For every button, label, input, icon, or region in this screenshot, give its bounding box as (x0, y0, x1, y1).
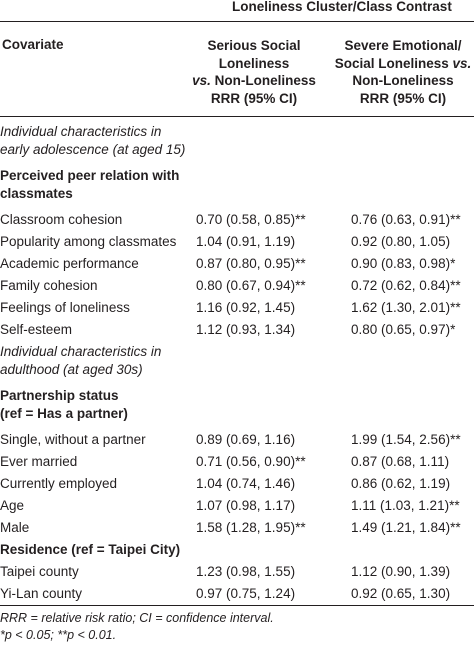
col1-line2: Loneliness (218, 55, 290, 71)
row-label: Currently employed (0, 476, 118, 491)
cell-serious-social: 1.04 (0.91, 1.19) (196, 234, 296, 249)
cell-severe-emotional: 1.12 (0.90, 1.39) (351, 564, 451, 579)
cell-severe-emotional: 1.49 (1.21, 1.84)** (351, 520, 461, 535)
cell-serious-social: 1.23 (0.98, 1.55) (196, 564, 296, 579)
section-heading: (ref = Has a partner) (0, 406, 128, 421)
col1-line4: RRR (95% CI) (210, 90, 298, 106)
cell-severe-emotional: 0.87 (0.68, 1.11) (351, 454, 450, 469)
cell-serious-social: 1.58 (1.28, 1.95)** (196, 520, 306, 535)
cell-severe-emotional: 1.99 (1.54, 2.56)** (351, 432, 461, 447)
col2-vs: vs. (452, 55, 472, 71)
row-label: Feelings of loneliness (0, 300, 130, 315)
col2-line3: Non-Loneliness (352, 73, 454, 88)
column-header-severe-emotional: Severe Emotional/ Social Loneliness vs. … (332, 37, 474, 107)
row-label: Taipei county (0, 564, 79, 579)
header-rule-top (0, 21, 474, 22)
header-rule-bottom (0, 116, 474, 117)
cell-severe-emotional: 0.92 (0.80, 1.05) (351, 234, 451, 249)
cell-severe-emotional: 1.62 (1.30, 2.01)** (351, 300, 461, 315)
cell-serious-social: 1.16 (0.92, 1.45) (196, 300, 296, 315)
footnote-line1: RRR = relative risk ratio; CI = confiden… (0, 611, 274, 625)
contrast-title: Loneliness Cluster/Class Contrast (232, 0, 452, 14)
column-header-serious-social: Serious Social Loneliness vs. Non-Loneli… (182, 37, 326, 107)
footnote-line2: *p < 0.05; **p < 0.01. (0, 628, 117, 642)
row-label: Yi-Lan county (0, 586, 83, 601)
cell-severe-emotional: 0.76 (0.63, 0.91)** (351, 212, 461, 227)
row-label: Self-esteem (0, 322, 73, 337)
row-label: Family cohesion (0, 278, 98, 293)
row-label: Age (0, 498, 25, 513)
col1-line3: vs. Non-Loneliness (182, 72, 326, 90)
row-label: Classroom cohesion (0, 212, 123, 227)
cell-severe-emotional: 0.92 (0.65, 1.30) (351, 586, 451, 601)
col1-line1: Serious Social (207, 38, 301, 53)
col1-line3-rest: Non-Loneliness (214, 73, 316, 88)
col2-line2: Social Loneliness vs. (332, 55, 474, 73)
section-heading: Partnership status (0, 388, 119, 403)
cell-severe-emotional: 0.80 (0.65, 0.97)* (351, 322, 456, 337)
col2-line4: RRR (95% CI) (359, 90, 447, 106)
cell-serious-social: 1.04 (0.74, 1.46) (196, 476, 296, 491)
section-subheading: Individual characteristics in (0, 124, 162, 139)
covariate-header: Covariate (2, 37, 64, 52)
cell-severe-emotional: 0.72 (0.62, 0.84)** (351, 278, 461, 293)
section-subheading: early adolescence (at aged 15) (0, 142, 186, 157)
col2-line1: Severe Emotional/ (344, 38, 462, 53)
section-heading: Residence (ref = Taipei City) (0, 542, 181, 557)
cell-severe-emotional: 1.11 (1.03, 1.21)** (351, 498, 460, 513)
cell-serious-social: 0.97 (0.75, 1.24) (196, 586, 296, 601)
col2-line2-text: Social Loneliness (334, 55, 449, 71)
cell-serious-social: 0.80 (0.67, 0.94)** (196, 278, 306, 293)
cell-serious-social: 0.89 (0.69, 1.16) (196, 432, 296, 447)
section-subheading: adulthood (at aged 30s) (0, 362, 143, 377)
table-rule-bottom (0, 605, 474, 606)
row-label: Single, without a partner (0, 432, 146, 447)
section-subheading: Individual characteristics in (0, 344, 162, 359)
col1-vs: vs. (192, 73, 211, 88)
row-label: Popularity among classmates (0, 234, 177, 249)
row-label: Academic performance (0, 256, 139, 271)
cell-serious-social: 1.07 (0.98, 1.17) (196, 498, 296, 513)
cell-severe-emotional: 0.90 (0.83, 0.98)* (351, 256, 456, 271)
cell-serious-social: 0.71 (0.56, 0.90)** (196, 454, 306, 469)
cell-serious-social: 1.12 (0.93, 1.34) (196, 322, 296, 337)
cell-serious-social: 0.87 (0.80, 0.95)** (196, 256, 306, 271)
row-label: Male (0, 520, 30, 535)
section-heading: classmates (0, 186, 73, 201)
section-heading: Perceived peer relation with (0, 168, 180, 183)
cell-severe-emotional: 0.86 (0.62, 1.19) (351, 476, 451, 491)
cell-serious-social: 0.70 (0.58, 0.85)** (196, 212, 306, 227)
row-label: Ever married (0, 454, 78, 469)
